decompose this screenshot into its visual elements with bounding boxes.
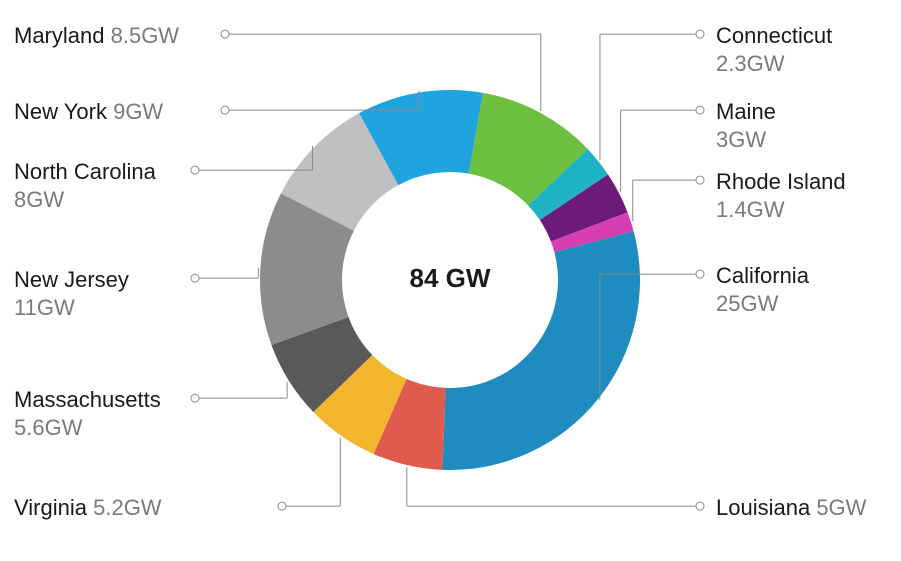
label-value: 11GW [14, 295, 75, 320]
label-value: 1.4GW [716, 197, 784, 222]
label-louisiana: Louisiana 5GW [716, 494, 866, 522]
label-state: Louisiana [716, 495, 810, 520]
label-value: 9GW [113, 99, 163, 124]
center-total: 84 GW [390, 263, 510, 294]
label-maine: Maine 3GW [716, 98, 776, 153]
label-value: 8GW [14, 187, 64, 212]
label-new-jersey: New Jersey 11GW [14, 266, 129, 321]
label-value: 2.3GW [716, 51, 784, 76]
label-state: California [716, 263, 809, 288]
label-new-york: New York 9GW [14, 98, 163, 126]
label-value: 5.2GW [93, 495, 161, 520]
label-rhode-island: Rhode Island 1.4GW [716, 168, 846, 223]
label-value: 3GW [716, 127, 766, 152]
label-value: 25GW [716, 291, 778, 316]
label-value: 5.6GW [14, 415, 82, 440]
label-state: Maine [716, 99, 776, 124]
label-north-carolina: North Carolina 8GW [14, 158, 156, 213]
label-value: 5GW [816, 495, 866, 520]
label-state: North Carolina [14, 159, 156, 184]
donut-chart: 84 GW Maryland 8.5GW Connecticut 2.3GW Main… [0, 0, 901, 561]
label-state: Maryland [14, 23, 104, 48]
label-value: 8.5GW [111, 23, 179, 48]
label-california: California 25GW [716, 262, 809, 317]
label-state: New York [14, 99, 107, 124]
label-state: Rhode Island [716, 169, 846, 194]
label-state: Massachusetts [14, 387, 161, 412]
label-state: Virginia [14, 495, 87, 520]
label-state: Connecticut [716, 23, 832, 48]
label-maryland: Maryland 8.5GW [14, 22, 179, 50]
label-massachusetts: Massachusetts 5.6GW [14, 386, 161, 441]
label-virginia: Virginia 5.2GW [14, 494, 162, 522]
label-connecticut: Connecticut 2.3GW [716, 22, 832, 77]
label-state: New Jersey [14, 267, 129, 292]
